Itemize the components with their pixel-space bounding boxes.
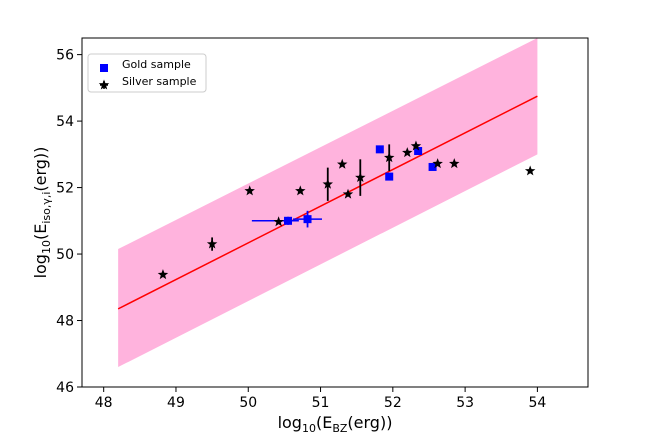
data-point-layer <box>157 140 536 280</box>
legend-box <box>87 53 207 93</box>
legend-marker-silver <box>98 79 110 90</box>
plot-frame <box>81 37 589 388</box>
y-tick-label: 46 <box>56 380 74 396</box>
x-tick-label: 52 <box>384 395 402 411</box>
y-tick-label: 48 <box>56 314 74 330</box>
gold-data-point <box>385 172 394 181</box>
y-tick-label: 54 <box>56 114 74 130</box>
legend-silver-marker <box>98 79 110 90</box>
silver-data-point <box>322 178 333 189</box>
silver-data-point <box>157 269 169 280</box>
silver-data-point <box>206 238 218 249</box>
gold-data-point <box>303 215 312 224</box>
silver-data-point <box>410 140 422 151</box>
gold-data-point <box>428 162 437 171</box>
x-tick-label: 48 <box>95 395 113 411</box>
y-axis-label: log10(Eiso,γ,i(erg)) <box>31 147 53 279</box>
silver-data-point <box>337 158 348 169</box>
silver-data-point <box>449 158 460 169</box>
y-tick-label: 50 <box>56 247 74 263</box>
legend-gold-marker <box>100 64 108 72</box>
silver-data-point <box>432 158 443 169</box>
silver-data-point <box>524 165 536 176</box>
silver-data-point <box>383 152 395 163</box>
gold-data-point <box>414 147 423 156</box>
silver-data-point <box>273 216 284 227</box>
y-tick-label: 56 <box>56 48 74 64</box>
fit-line-layer <box>117 95 538 310</box>
x-tick-label: 50 <box>239 395 257 411</box>
legend: Gold sample Silver sample <box>87 53 207 93</box>
x-tick-label: 49 <box>167 395 185 411</box>
silver-data-point <box>342 188 354 199</box>
silver-data-point <box>355 172 366 183</box>
legend-label-gold: Gold sample <box>122 58 191 71</box>
gold-data-point <box>375 145 384 154</box>
y-tick-label: 52 <box>56 181 74 197</box>
y-axis-ticks: 46 48 50 52 54 56 <box>56 48 82 396</box>
fit-line <box>117 95 538 310</box>
silver-data-point <box>244 185 255 196</box>
legend-label-silver: Silver sample <box>122 75 197 88</box>
silver-data-point <box>295 185 306 196</box>
x-tick-label: 51 <box>312 395 330 411</box>
x-axis-ticks: 48 49 50 51 52 53 54 <box>95 387 546 411</box>
gold-data-point <box>284 216 293 225</box>
x-axis-label: log10(EBZ(erg)) <box>278 413 393 435</box>
silver-data-point <box>402 147 413 158</box>
x-tick-label: 54 <box>528 395 546 411</box>
x-tick-label: 53 <box>456 395 474 411</box>
legend-marker-gold <box>100 64 108 72</box>
